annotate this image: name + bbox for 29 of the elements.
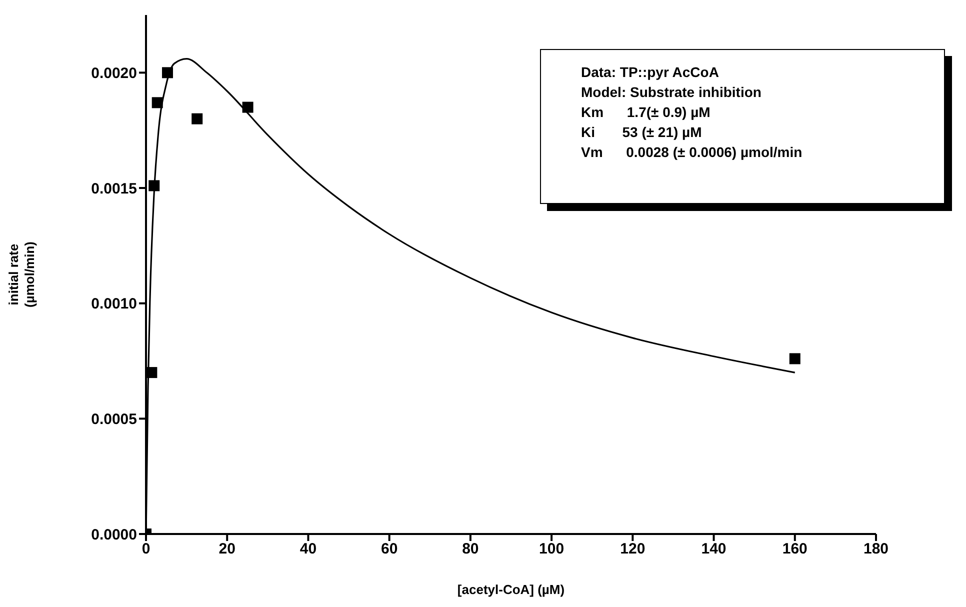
annotation: Model: Substrate inhibition (581, 83, 762, 102)
x-tick-label: 180 (863, 540, 889, 558)
y-tick-label: 0.0020 (91, 64, 137, 82)
point (148, 180, 160, 192)
annotation: Vm 0.0028 (± 0.0006) µmol/min (581, 143, 804, 162)
annotation: Ki 53 (± 21) µM (581, 123, 703, 142)
x-tick-label: 120 (620, 540, 646, 558)
point (242, 102, 254, 113)
annotation: Km 1.7(± 0.9) µM (581, 103, 712, 122)
y-tick-label: 0.0005 (91, 410, 137, 428)
y-axis-title: initial rate (µmol/min) (6, 242, 37, 308)
point (789, 353, 800, 364)
y-tick-label: 0.0010 (91, 296, 137, 313)
x-tick-label: 160 (782, 540, 808, 558)
x-tick-label: 100 (539, 540, 564, 558)
point (152, 97, 163, 108)
x-tick-label: 80 (462, 540, 479, 558)
point (162, 67, 173, 78)
x-tick-label: 140 (701, 540, 726, 558)
x-tick-label: 60 (380, 540, 398, 558)
y-tick-label: 0.0015 (91, 180, 137, 198)
y-tick-label: 0.0000 (91, 526, 137, 544)
annotation: Data: TP::pyr AcCoA (581, 63, 720, 82)
x-tick-label: 40 (300, 540, 317, 558)
point (192, 113, 203, 124)
x-tick-label: 20 (218, 540, 236, 558)
x-axis-title: [acetyl-CoA] (µM) (457, 582, 565, 597)
x-tick-label: 0 (142, 540, 150, 558)
point (146, 367, 158, 378)
